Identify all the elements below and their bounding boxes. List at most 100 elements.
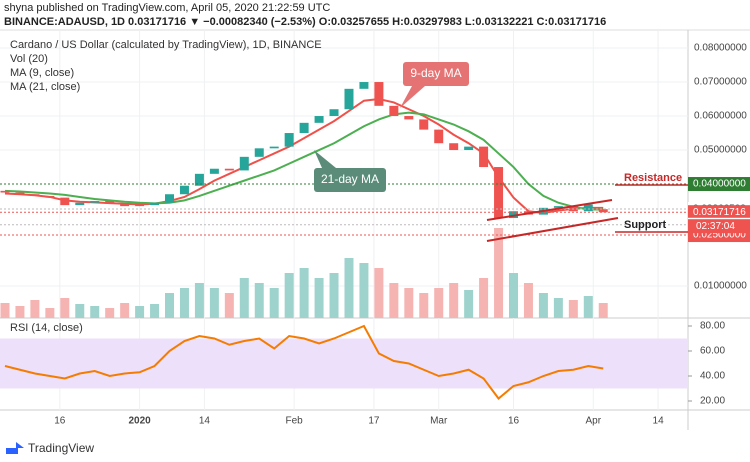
volume-bar xyxy=(135,306,145,318)
volume-bar xyxy=(479,278,489,318)
volume-bar xyxy=(359,263,369,318)
volume-bar xyxy=(449,283,459,318)
candle-body xyxy=(135,205,145,207)
rsi-tick-label: 80.00 xyxy=(700,321,725,332)
y-tick-label: 0.08000000 xyxy=(694,43,747,54)
volume-bar xyxy=(224,293,234,318)
ma-line xyxy=(4,98,604,214)
volume-bar xyxy=(434,288,444,318)
legend-item: Vol (20) xyxy=(10,53,48,65)
candle-body xyxy=(224,168,234,171)
candle-body xyxy=(553,206,563,208)
volume-bar xyxy=(464,290,474,318)
price-tag-label: 0.03171716 xyxy=(693,207,746,218)
volume-bar xyxy=(374,268,384,318)
rsi-title: RSI (14, close) xyxy=(10,322,83,334)
y-tick-label: 0.07000000 xyxy=(694,77,747,88)
volume-bar xyxy=(254,283,264,318)
volume-bar xyxy=(494,228,504,318)
countdown-tag xyxy=(688,219,750,234)
candle-body xyxy=(165,194,175,203)
candle-body xyxy=(494,167,504,219)
volume-bar xyxy=(389,283,399,318)
candle-body xyxy=(344,88,354,110)
volume-bar xyxy=(523,283,533,318)
volume-bar xyxy=(0,303,10,318)
x-tick-label: Apr xyxy=(585,416,601,427)
candle-body xyxy=(329,109,339,117)
logo-text[interactable]: TradingView xyxy=(28,441,94,455)
candle-body xyxy=(583,204,593,212)
candle-body xyxy=(209,168,219,174)
volume-bar xyxy=(75,304,85,318)
volume-bar xyxy=(538,293,548,318)
x-tick-label: 16 xyxy=(54,416,66,427)
candle-body xyxy=(509,211,519,219)
volume-bar xyxy=(598,303,608,318)
y-tick-label: 0.01000000 xyxy=(694,281,747,292)
annotation-pointer xyxy=(314,150,336,168)
volume-bar xyxy=(15,306,25,318)
volume-bar xyxy=(239,278,249,318)
legend-item: MA (9, close) xyxy=(10,67,74,79)
candle-body xyxy=(75,202,85,206)
volume-bar xyxy=(344,258,354,318)
candle-body xyxy=(419,119,429,130)
y-tick-label: 0.05000000 xyxy=(694,145,747,156)
volume-bar xyxy=(314,278,324,318)
volume-bar xyxy=(404,288,414,318)
annotation-box xyxy=(403,62,469,86)
candle-body xyxy=(239,156,249,171)
candle-body xyxy=(15,192,25,195)
countdown: 02:37:04 xyxy=(696,221,735,232)
volume-bar xyxy=(509,273,519,318)
volume-bar xyxy=(568,300,578,318)
candle-body xyxy=(314,116,324,123)
candle-body xyxy=(598,209,608,213)
ma-line xyxy=(4,111,604,211)
rsi-tick-label: 60.00 xyxy=(700,346,725,357)
candle-body xyxy=(90,201,100,203)
candle-body xyxy=(120,203,130,207)
candle-body xyxy=(284,133,294,147)
y-tick-label: 0.06000000 xyxy=(694,111,747,122)
candle-body xyxy=(254,148,264,157)
x-tick-label: Feb xyxy=(286,416,304,427)
x-tick-label: 2020 xyxy=(128,416,151,427)
candle-body xyxy=(464,146,474,151)
price-tag-label: 0.04000000 xyxy=(693,179,746,190)
annotation: 9-day MA xyxy=(410,66,461,80)
rsi-tick-label: 20.00 xyxy=(700,396,725,407)
x-tick-label: 14 xyxy=(653,416,665,427)
volume-bar xyxy=(269,288,279,318)
volume-bar xyxy=(90,306,100,318)
volume-bar xyxy=(299,268,309,318)
candle-body xyxy=(389,105,399,117)
candle-body xyxy=(269,146,279,149)
volume-bar xyxy=(45,308,55,318)
price-tag xyxy=(688,177,750,192)
price-tag-label: 0.02500000 xyxy=(693,230,746,241)
volume-bar xyxy=(179,288,189,318)
rsi-tick-label: 40.00 xyxy=(700,371,725,382)
chart-title: Cardano / US Dollar (calculated by Tradi… xyxy=(10,39,322,51)
volume-bar xyxy=(120,303,130,318)
x-tick-label: Mar xyxy=(430,416,448,427)
volume-bar xyxy=(30,300,40,318)
candle-body xyxy=(434,129,444,144)
volume-bar xyxy=(583,296,593,318)
x-tick-label: 16 xyxy=(508,416,520,427)
channel-line xyxy=(486,217,619,242)
annotation: 21-day MA xyxy=(321,172,379,186)
candle-body xyxy=(105,201,115,204)
volume-bar xyxy=(209,288,219,318)
rsi-line xyxy=(4,324,604,400)
candle-body xyxy=(30,194,40,196)
candle-body xyxy=(45,195,55,198)
volume-bar xyxy=(105,308,115,318)
candle-body xyxy=(60,197,70,206)
candle-body xyxy=(299,122,309,134)
